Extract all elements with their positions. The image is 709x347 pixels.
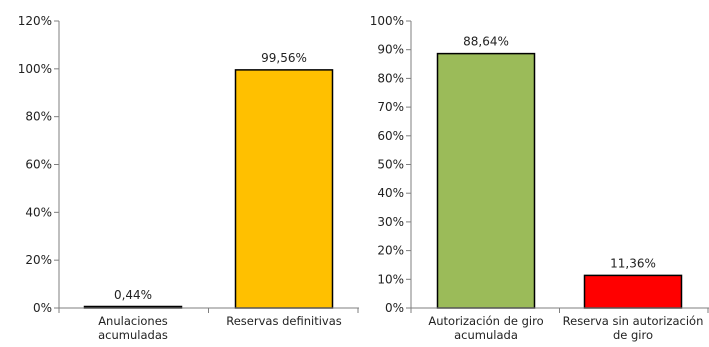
y-tick-label: 20% (377, 244, 404, 258)
y-tick-label: 60% (25, 158, 52, 172)
category-label: Reserva sin autorización de giro (563, 314, 704, 342)
y-tick-label: 0% (385, 301, 404, 315)
y-tick-label: 120% (18, 14, 52, 28)
bar-1 (234, 69, 334, 309)
data-label: 99,56% (261, 51, 307, 65)
chart-right: 0% 10% 20% 30% 40% 50% 60% 70% 80% 90% 100% 88,64% 1… (370, 14, 709, 342)
y-tick-label: 60% (377, 129, 404, 143)
y-tick-label: 10% (377, 272, 404, 286)
category-label: Autorización de giro acumulada (428, 314, 543, 342)
y-tick-label: 30% (377, 215, 404, 229)
category-label: Anulaciones acumuladas (98, 314, 168, 342)
data-label: 88,64% (463, 35, 509, 49)
y-tick-label: 20% (25, 253, 52, 267)
y-tick-label: 80% (25, 110, 52, 124)
bar-1 (583, 274, 683, 309)
y-tick-label: 100% (370, 14, 404, 28)
data-label: 11,36% (610, 256, 656, 270)
y-tick-label: 40% (25, 205, 52, 219)
category-label: Reservas definitivas (226, 314, 342, 328)
y-tick-label: 100% (18, 62, 52, 76)
chart-left: 0% 20% 40% 60% 80% 100% 120% 0,44% 99,56% Anulaci… (18, 14, 359, 342)
y-tick-label: 80% (377, 71, 404, 85)
y-tick-label: 70% (377, 100, 404, 114)
y-tick-label: 90% (377, 43, 404, 57)
data-label: 0,44% (114, 288, 152, 302)
y-tick-label: 0% (33, 301, 52, 315)
y-tick-label: 40% (377, 186, 404, 200)
y-tick-label: 50% (377, 158, 404, 172)
bar-0 (436, 52, 536, 309)
